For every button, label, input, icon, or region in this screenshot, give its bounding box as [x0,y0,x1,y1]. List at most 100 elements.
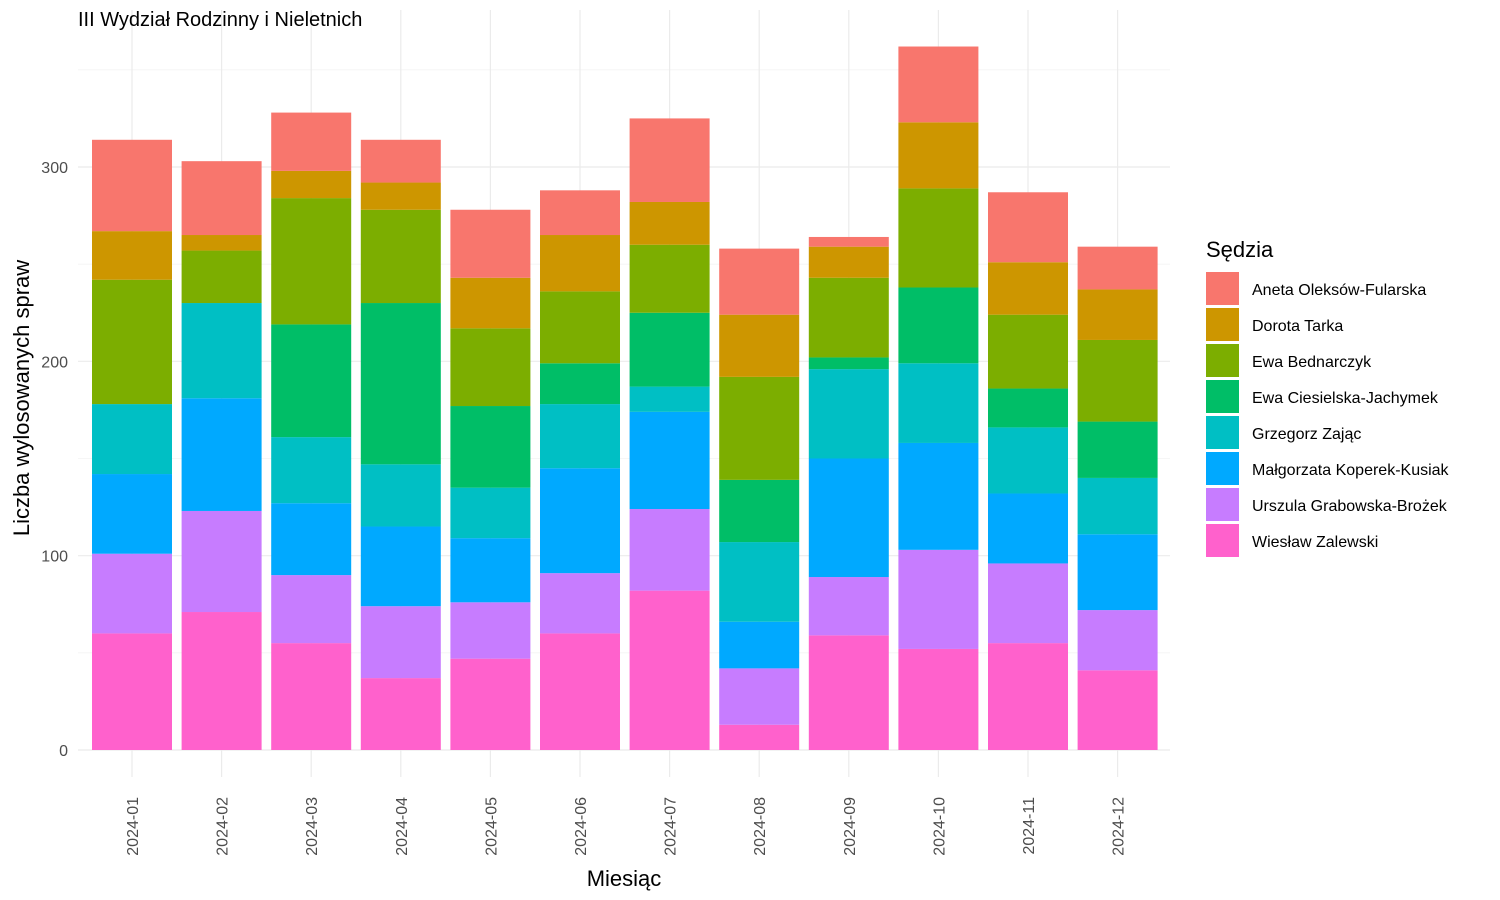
x-tick-label: 2024-05 [483,797,500,856]
bar-segment [92,474,172,554]
bar-segment [988,192,1068,263]
bar-segment [719,668,800,725]
bar-segment [1077,246,1158,290]
bar-segment [181,250,262,304]
bar-segment [719,542,800,622]
bar-stack-2024-11 [988,192,1068,750]
bar-segment [450,209,531,278]
x-tick-label: 2024-09 [842,797,859,856]
legend-key [1206,524,1239,557]
bar-segment [629,509,710,591]
bar-segment [629,118,710,202]
bar-segment [181,303,262,399]
legend-label: Wiesław Zalewski [1252,534,1378,551]
bar-segment [540,468,620,574]
bar-segment [540,404,620,469]
legend-label: Urszula Grabowska-Brożek [1252,498,1448,515]
legend-title: Sędzia [1206,237,1274,262]
x-tick-label: 2024-07 [663,797,680,856]
bar-stack-2024-04 [360,139,441,750]
x-tick-label: 2024-02 [215,797,232,856]
bar-segment [360,303,441,465]
x-tick-label: 2024-12 [1111,797,1128,856]
bar-segment [360,464,441,527]
bar-segment [181,510,262,613]
bar-segment [181,161,262,236]
bar-segment [629,411,710,510]
bar-segment [181,398,262,511]
x-axis-ticks: 2024-01 2024-02 2024-03 2024-04 2024-05 2024-… [125,797,1128,856]
bar-segment [540,190,620,236]
bar-segment [988,262,1068,315]
bar-segment [898,648,979,750]
x-tick-label: 2024-11 [1021,797,1038,855]
bar-segment [898,549,979,649]
bar-segment [1077,289,1158,340]
bar-segment [271,437,352,504]
bar-segment [92,553,172,634]
bar-stack-2024-03 [271,112,352,750]
legend-key [1206,344,1239,377]
bar-segment [719,479,800,543]
x-tick-label: 2024-04 [394,797,411,856]
bar-segment [808,635,889,750]
bar-segment [271,170,352,199]
bar-segment [92,404,172,475]
bar-segment [808,577,889,636]
bar-stack-2024-02 [181,161,262,750]
bar-segment [540,363,620,405]
bar-segment [92,231,172,280]
legend-label: Dorota Tarka [1252,318,1343,335]
bar-segment [808,357,889,370]
bar-segment [450,602,531,659]
legend-label: Małgorzata Koperek-Kusiak [1252,462,1450,479]
legend-label: Ewa Ciesielska-Jachymek [1252,390,1439,407]
legend-label: Aneta Oleksów-Fularska [1252,282,1426,299]
bar-segment [898,188,979,288]
bar-segment [808,458,889,578]
bar-segment [719,314,800,377]
bar-segment [450,487,531,539]
bar-segment [360,526,441,607]
bar-stack-2024-08 [719,248,800,750]
bar-segment [898,46,979,123]
bar-segment [360,139,441,183]
bar-segment [629,312,710,387]
bar-segment [719,621,800,669]
bar-segment [450,538,531,603]
bar-segment [271,503,352,576]
bar-segment [629,201,710,245]
bar-segment [92,139,172,232]
bar-segment [988,643,1068,750]
bar-segment [1077,670,1158,750]
x-tick-label: 2024-01 [125,797,142,856]
bar-segment [988,314,1068,389]
bar-stack-2024-06 [540,190,620,750]
bar-stack-2024-07 [629,118,710,750]
legend: Sędzia Aneta Oleksów-Fularska Dorota Tark… [1206,237,1450,557]
bar-segment [181,235,262,251]
bar-stack-2024-01 [92,139,172,750]
bar-segment [808,246,889,278]
legend-item: Małgorzata Koperek-Kusiak [1206,452,1450,485]
bar-segment [360,606,441,679]
bar-segment [450,277,531,329]
bar-segment [808,277,889,358]
bar-stack-2024-10 [898,46,979,750]
bar-segment [1077,610,1158,671]
bar-segment [1077,339,1158,422]
bar-segment [988,427,1068,494]
bar-segment [450,658,531,750]
x-tick-label: 2024-10 [931,797,948,856]
bar-segment [271,324,352,438]
bar-segment [898,363,979,443]
bars [92,46,1158,750]
bar-segment [181,612,262,750]
bar-segment [450,406,531,488]
x-tick-label: 2024-03 [304,797,321,856]
legend-key [1206,416,1239,449]
bar-segment [540,291,620,364]
bar-stack-2024-12 [1077,246,1158,750]
bar-segment [360,182,441,210]
bar-stack-2024-05 [450,209,531,750]
